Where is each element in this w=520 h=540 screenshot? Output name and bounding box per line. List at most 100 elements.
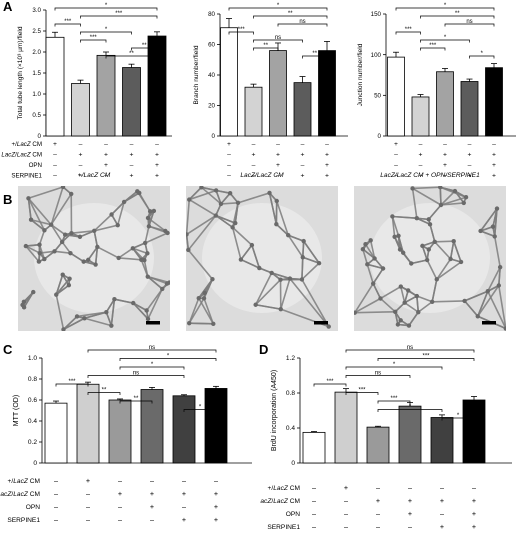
tube-segment [379,285,402,300]
condition-sign: + [492,152,496,159]
tube-node [378,296,383,301]
tube-segment [372,267,384,285]
significance-label: ** [312,51,317,57]
tube-node [213,213,219,218]
condition-sign: – [118,476,122,485]
significance-label: ns [466,19,472,25]
condition-sign: – [86,489,90,498]
tube-segment [188,186,203,201]
significance-bracket [54,23,81,27]
tube-node [401,250,406,255]
tube-node [363,241,368,247]
y-tick-label: 0.4 [28,418,37,425]
tube-segment [70,230,96,234]
condition-sign: + [155,152,159,159]
condition-label: LacZ/LacZ CM [0,491,40,498]
tube-segment [410,259,428,265]
y-tick-label: 50 [374,93,381,100]
tube-node [37,242,42,247]
y-tick-label: 0 [212,133,216,140]
condition-sign: – [443,141,447,148]
bar [366,426,390,464]
tube-node [402,300,407,305]
tube-segment [463,300,479,318]
y-tick-label: 0.2 [28,439,37,446]
tube-segment [289,277,330,328]
condition-sign: – [325,141,329,148]
condition-sign: – [312,522,316,531]
tube-node [398,284,404,289]
tube-node [145,251,150,256]
tube-segment [416,295,433,303]
tube-node [497,264,503,270]
panel-letter-d: D [259,342,269,357]
bar [387,56,405,137]
tube-node [131,300,136,306]
bar [302,431,326,464]
significance-label: *** [68,379,76,385]
bar [71,83,90,137]
condition-sign: – [468,141,472,148]
significance-bracket [183,409,217,412]
significance-bracket [313,383,347,387]
tube-segment [25,245,40,263]
significance-bracket [395,7,495,11]
tube-segment [251,244,261,269]
tube-node [438,202,444,208]
tube-segment [435,258,452,281]
condition-sign: – [182,502,186,511]
tube-node [36,259,42,264]
significance-bracket [345,349,475,353]
significance-label: * [277,3,280,9]
tube-segment [200,186,222,205]
tube-segment [433,240,452,260]
significance-label: * [105,27,108,33]
tube-node [85,257,91,263]
significance-bracket [80,39,107,43]
condition-sign: + [325,162,329,169]
condition-sign: – [118,502,122,511]
tube-segment [275,200,290,237]
tube-segment [287,234,304,259]
tube-segment [62,315,78,331]
condition-sign: + [182,489,186,498]
tube-node [393,309,398,315]
tube-segment [402,251,413,265]
condition-sign: – [130,162,134,169]
condition-sign: – [214,476,218,485]
tube-node [286,233,291,238]
y-tick-label: 0.4 [286,425,295,432]
micrograph-title-rescue: LacZ/LacZ CM + OPN/SERPINE1 [380,172,480,179]
condition-sign: – [252,141,256,148]
condition-sign: – [344,522,348,531]
tube-node [139,257,144,262]
tube-segment [145,288,164,312]
tube-node [42,228,47,233]
tube-node [496,283,502,288]
condition-sign: + [155,173,159,180]
tube-node [316,260,322,266]
tube-segment [431,300,466,303]
tube-segment [113,298,135,304]
tube-segment [301,256,320,264]
tube-node [230,225,235,230]
significance-label: ns [375,371,381,377]
tube-segment [25,243,41,247]
tube-segment [354,282,374,314]
condition-sign: + [301,173,305,180]
tube-segment [220,192,231,205]
tube-segment [435,261,462,281]
tube-node [424,257,430,263]
tube-segment [270,272,291,280]
condition-sign: – [86,515,90,524]
tube-node [494,206,500,211]
tube-node [218,201,224,207]
tube-node [186,247,191,253]
condition-sign: – [150,515,154,524]
tube-segment [93,224,119,232]
significance-bracket [228,7,328,11]
tube-segment [498,284,506,330]
tube-segment [479,207,498,232]
tube-node [167,280,170,285]
significance-bracket [377,409,443,412]
